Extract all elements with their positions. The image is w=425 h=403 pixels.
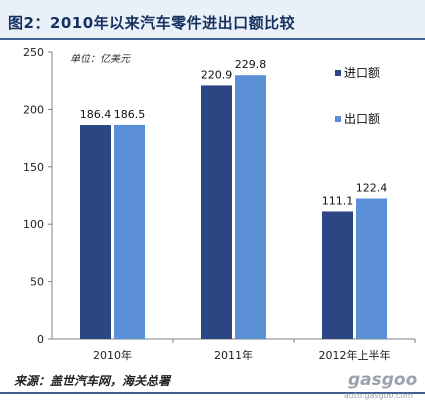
legend-swatch bbox=[335, 116, 341, 122]
legend-label: 进口额 bbox=[344, 66, 380, 80]
y-tick-label: 150 bbox=[23, 161, 44, 174]
x-tick-label: 2012年上半年 bbox=[319, 348, 391, 362]
bar bbox=[322, 211, 353, 339]
watermark-url: auto.gasgoo.com bbox=[344, 391, 413, 400]
y-tick-label: 100 bbox=[23, 218, 44, 231]
y-tick-label: 50 bbox=[30, 276, 44, 289]
chart-title: 图2：2010年以来汽车零件进出口额比较 bbox=[8, 14, 296, 32]
data-label: 186.5 bbox=[114, 108, 146, 121]
bar bbox=[80, 125, 111, 339]
x-tick-label: 2011年 bbox=[214, 348, 253, 362]
title-bar: 图2：2010年以来汽车零件进出口额比较 bbox=[0, 0, 425, 38]
bar bbox=[356, 198, 387, 339]
bar bbox=[201, 85, 232, 339]
bar bbox=[235, 75, 266, 339]
data-label: 229.8 bbox=[235, 58, 267, 71]
y-tick-label: 0 bbox=[37, 333, 44, 346]
bottom-divider bbox=[0, 392, 425, 394]
data-label: 186.4 bbox=[80, 108, 112, 121]
data-label: 111.1 bbox=[322, 194, 354, 207]
title-divider bbox=[0, 38, 425, 40]
bar bbox=[114, 124, 145, 339]
legend-swatch bbox=[335, 70, 341, 76]
data-label: 122.4 bbox=[356, 181, 388, 194]
watermark-logo: gasgoo bbox=[348, 370, 418, 390]
y-tick-label: 200 bbox=[23, 103, 44, 116]
y-tick-label: 250 bbox=[23, 46, 44, 59]
source-note: 来源：盖世汽车网，海关总署 bbox=[14, 374, 171, 388]
unit-note: 单位：亿美元 bbox=[70, 53, 131, 65]
data-label: 220.9 bbox=[201, 68, 233, 81]
x-tick-label: 2010年 bbox=[93, 348, 132, 362]
gasgoo-watermark: gasgoo auto.gasgoo.com bbox=[336, 368, 420, 402]
legend-label: 出口额 bbox=[344, 112, 380, 126]
